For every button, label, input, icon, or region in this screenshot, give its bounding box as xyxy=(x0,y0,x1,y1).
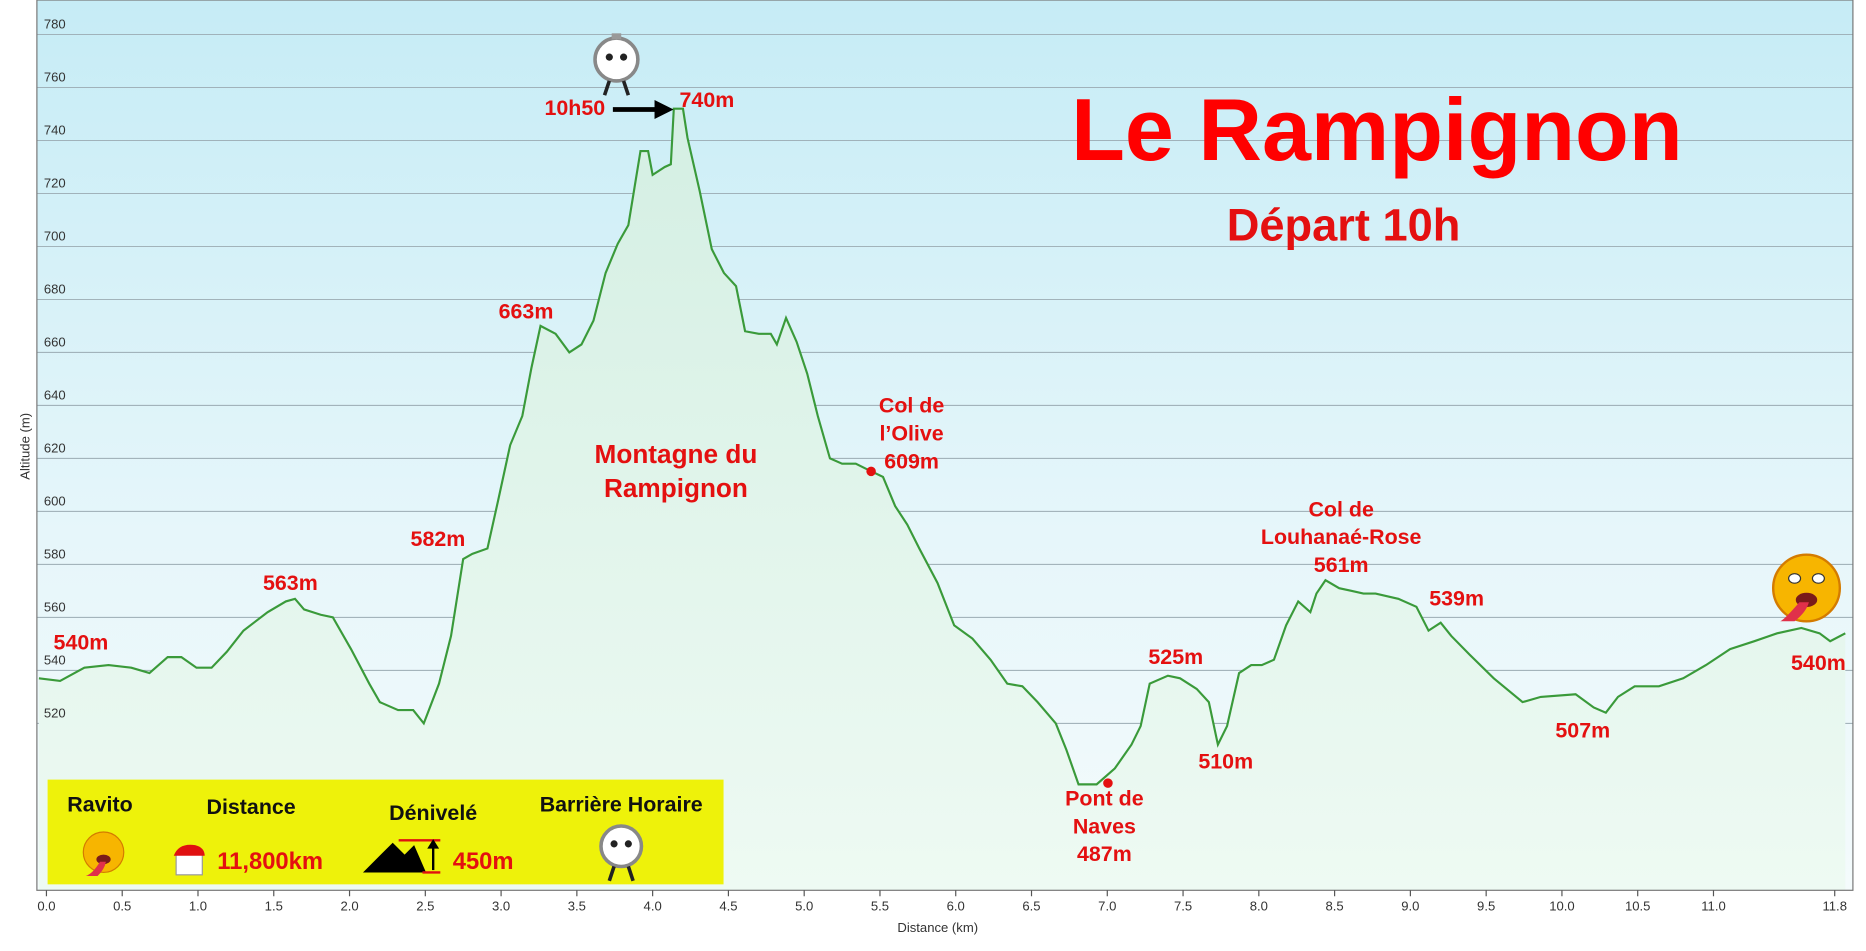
y-tick-label: 520 xyxy=(44,705,66,720)
x-tick-label: 3.0 xyxy=(492,898,510,913)
x-tick-label: 6.0 xyxy=(947,898,965,913)
legend-icons xyxy=(82,824,644,882)
annotation: Rampignon xyxy=(604,473,748,503)
chart-subtitle: Départ 10h xyxy=(1227,199,1461,250)
annotation: 563m xyxy=(263,571,318,595)
y-tick-label: 660 xyxy=(44,334,66,349)
y-axis-label: Altitude (m) xyxy=(18,413,33,480)
annotation: Pont de xyxy=(1065,786,1144,810)
y-tick-label: 600 xyxy=(44,493,66,508)
y-tick-label: 580 xyxy=(44,546,66,561)
x-tick-label: 1.5 xyxy=(265,898,283,913)
x-tick-label: 2.5 xyxy=(416,898,434,913)
y-tick-label: 720 xyxy=(44,175,66,190)
legend-distance: 11,800km xyxy=(217,848,323,875)
legend-elevation: 450m xyxy=(453,848,514,875)
x-tick-label: 8.5 xyxy=(1326,898,1344,913)
x-tick-label: 11.0 xyxy=(1701,898,1725,913)
x-tick-label: 0.0 xyxy=(37,898,55,913)
annotation: 10h50 xyxy=(544,96,605,120)
x-tick-label: 2.0 xyxy=(340,898,358,913)
elevation-line xyxy=(38,107,1846,786)
x-tick-label: 0.5 xyxy=(113,898,131,913)
annotation: 540m xyxy=(1791,651,1846,675)
x-axis-label: Distance (km) xyxy=(897,920,978,935)
legend-ravito: Ravito xyxy=(67,792,132,816)
x-tick-label: 7.5 xyxy=(1174,898,1192,913)
annotation: Naves xyxy=(1073,814,1136,838)
x-tick-label: 5.0 xyxy=(795,898,813,913)
chart-title: Le Rampignon xyxy=(1071,80,1682,179)
arrow-head xyxy=(654,99,674,120)
x-tick-label: 8.0 xyxy=(1250,898,1268,913)
annotation: 507m xyxy=(1555,719,1610,743)
annotation: 487m xyxy=(1077,842,1132,866)
x-tick-label: 10.5 xyxy=(1625,898,1650,913)
annotation: 561m xyxy=(1314,553,1369,577)
x-tick-label: 6.5 xyxy=(1022,898,1040,913)
annotation: 525m xyxy=(1148,645,1203,669)
col-olive-marker xyxy=(866,466,876,477)
x-tick-label: 10.0 xyxy=(1549,898,1574,913)
annotation: Louhanaé-Rose xyxy=(1261,525,1422,549)
annotation: Col de xyxy=(1308,497,1374,521)
pont-naves-marker xyxy=(1103,778,1113,788)
x-tick-label: 1.0 xyxy=(189,898,207,913)
plot-frame xyxy=(36,0,1854,891)
annotation: 540m xyxy=(54,631,109,655)
x-tick-label: 9.5 xyxy=(1477,898,1495,913)
x-tick-label: 9.0 xyxy=(1401,898,1419,913)
exhausted-smiley xyxy=(1771,553,1842,623)
legend-distance-label: Distance xyxy=(206,795,295,819)
stopwatch-icon xyxy=(593,33,640,96)
annotation: 539m xyxy=(1429,587,1484,611)
annotation: 582m xyxy=(411,527,466,551)
legend-elevation-label: Dénivelé xyxy=(389,801,477,825)
y-tick-label: 680 xyxy=(44,281,66,296)
y-tick-label: 560 xyxy=(44,599,66,614)
x-tick-label: 4.0 xyxy=(644,898,662,913)
y-tick-label: 780 xyxy=(44,16,66,31)
x-tick-label: 7.0 xyxy=(1098,898,1116,913)
x-tick-label: 5.5 xyxy=(871,898,889,913)
y-tick-label: 700 xyxy=(44,228,66,243)
legend-cutoff: Barrière Horaire xyxy=(540,792,703,816)
y-tick-label: 740 xyxy=(44,122,66,137)
annotation: 510m xyxy=(1198,750,1253,774)
annotation: 663m xyxy=(499,300,554,324)
annotation: Col de xyxy=(879,394,945,418)
y-tick-label: 620 xyxy=(44,440,66,455)
y-tick-label: 640 xyxy=(44,387,66,402)
x-tick-label: 11.8 xyxy=(1822,898,1846,913)
area-fill xyxy=(38,108,1846,891)
y-tick-label: 760 xyxy=(44,69,66,84)
annotation: l’Olive xyxy=(879,422,943,446)
annotation: Montagne du xyxy=(595,439,758,469)
y-tick-label: 540 xyxy=(44,652,66,667)
x-tick-label: 4.5 xyxy=(719,898,737,913)
annotation: 740m xyxy=(680,88,735,112)
annotation: 609m xyxy=(884,449,939,473)
x-tick-label: 3.5 xyxy=(568,898,586,913)
